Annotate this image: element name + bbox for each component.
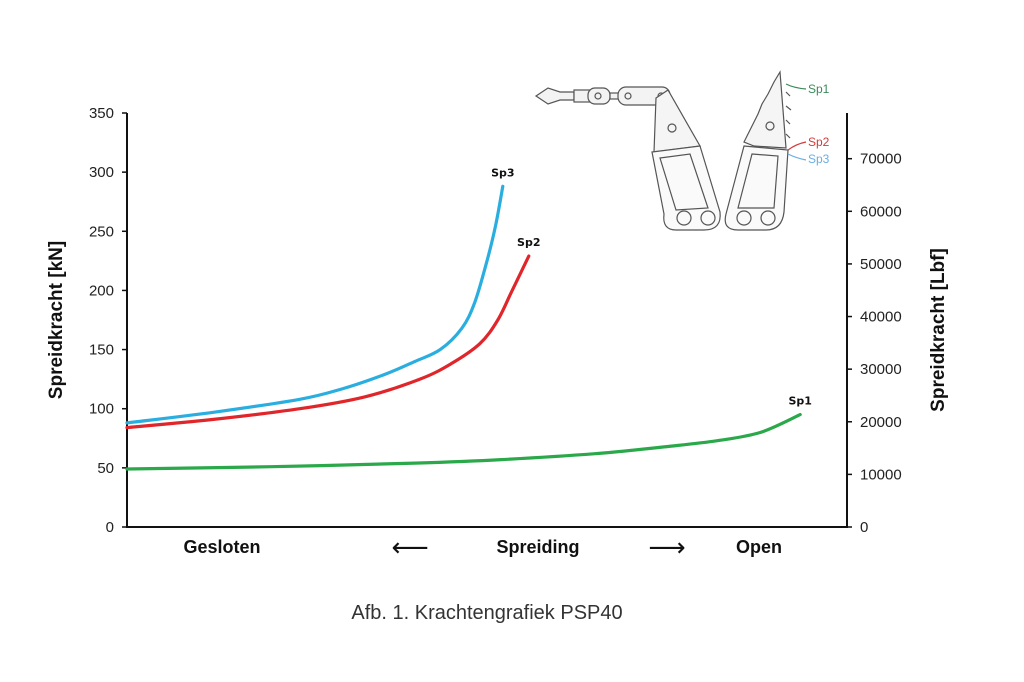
sp2-callout-line — [787, 141, 807, 151]
y-tick-label: 250 — [89, 223, 114, 240]
y-tick-label: 150 — [89, 342, 114, 359]
right-arm-icon — [724, 70, 792, 231]
y-tick-label: 50 — [97, 460, 114, 477]
y2-tick-label: 30000 — [860, 361, 902, 378]
y2-tick-label: 60000 — [860, 203, 902, 220]
series-label-sp3: Sp3 — [491, 166, 514, 179]
left-arm-icon — [651, 89, 721, 231]
y2-tick-label: 70000 — [860, 151, 902, 168]
series-label-sp1: Sp1 — [788, 395, 811, 408]
spreader-diagram — [534, 70, 807, 231]
sp3-callout-line — [787, 153, 807, 161]
axes: 0 50 100 150 200 250 300 350 0 10000 20000 30000 400… — [89, 105, 902, 536]
y2-tick-label: 10000 — [860, 466, 902, 483]
y2-tick-label: 50000 — [860, 256, 902, 273]
y2-axis-title: Spreidkracht [Lbf] — [928, 248, 949, 412]
y-tick-label: 350 — [89, 105, 114, 122]
x-label-open: Open — [736, 537, 782, 557]
y-axis-title: Spreidkracht [kN] — [46, 241, 67, 399]
series-label-sp2: Sp2 — [517, 236, 540, 249]
y-tick-label: 200 — [89, 282, 114, 299]
y2-tick-label: 0 — [860, 519, 868, 536]
y2-tick-label: 40000 — [860, 309, 902, 326]
figure-caption: Afb. 1. Krachtengrafiek PSP40 — [351, 602, 622, 624]
arrow-right-icon: ⟶ — [648, 533, 685, 563]
series-layer — [125, 184, 802, 471]
labels-layer: Sp1 Sp2 Sp3 — [491, 166, 812, 407]
inset-label-sp2: Sp2 — [808, 135, 830, 149]
inset-label-sp1: Sp1 — [808, 82, 830, 96]
y2-tick-label: 20000 — [860, 414, 902, 431]
series-line-sp3 — [125, 184, 505, 425]
y-tick-label: 300 — [89, 164, 114, 181]
series-line-sp1 — [125, 413, 802, 471]
x-axis-title: Spreiding — [496, 537, 579, 557]
y-tick-label: 100 — [89, 401, 114, 418]
inset-label-sp3: Sp3 — [808, 152, 830, 166]
series-line-sp2 — [125, 254, 531, 430]
arrow-left-icon: ⟵ — [391, 533, 428, 563]
piston-rod-icon — [534, 86, 671, 106]
y-tick-label: 0 — [106, 519, 114, 536]
x-label-closed: Gesloten — [183, 537, 260, 557]
sp1-callout-line — [785, 83, 807, 90]
